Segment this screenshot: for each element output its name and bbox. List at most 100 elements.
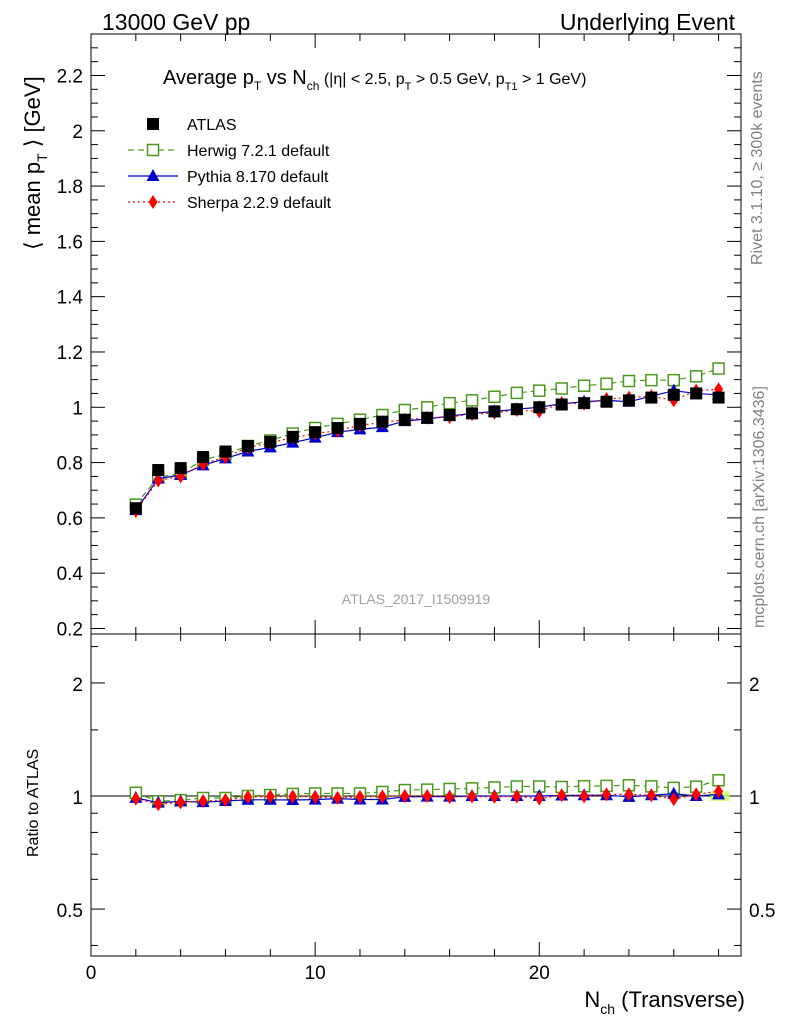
ratio-panel: 0.5 0.5 1 1 2 2 0 10 20 Ratio to ATLAS Nch (Tra… xyxy=(25,633,775,1017)
atlas-point xyxy=(622,394,635,407)
header-left: 13000 GeV pp xyxy=(102,9,250,35)
atlas-point xyxy=(376,415,389,428)
atlas-point xyxy=(353,417,366,430)
atlas-point xyxy=(241,439,254,452)
main-y-label: ⟨ mean pT ⟩ [GeV] xyxy=(20,76,50,250)
y-tick-label: 1.8 xyxy=(57,177,83,198)
herwig-point xyxy=(510,386,524,400)
sherpa-ratio-point xyxy=(624,787,634,802)
x-tick-label: 0 xyxy=(86,963,97,984)
ratio-x-axis: 0 10 20 xyxy=(86,634,720,984)
sherpa-ratio-point xyxy=(355,789,365,804)
herwig-line xyxy=(135,367,719,505)
sherpa-ratio-point xyxy=(176,795,186,810)
legend: ATLAS Herwig 7.2.1 default Pythia 8.170 de… xyxy=(128,117,332,212)
atlas-point xyxy=(309,426,322,439)
atlas-point xyxy=(667,388,680,401)
sherpa-ratio-point xyxy=(220,792,230,807)
atlas-point xyxy=(152,464,165,477)
sherpa-ratio-point xyxy=(243,789,253,804)
sherpa-ratio-point xyxy=(288,789,298,804)
herwig-point xyxy=(465,394,479,407)
atlas-point xyxy=(129,502,142,515)
sherpa-ratio-point xyxy=(602,787,612,802)
sherpa-ratio-point xyxy=(534,791,544,806)
atlas-point xyxy=(219,445,232,458)
legend-marker-herwig xyxy=(146,143,160,157)
atlas-point xyxy=(488,405,501,418)
atlas-point xyxy=(600,395,613,408)
main-y-axis: 0.2 0.4 0.6 0.8 1 1.2 1.4 1.6 1.8 2 2.2 xyxy=(57,47,741,640)
y-tick-label: 0.8 xyxy=(57,454,83,475)
atlas-point xyxy=(398,413,411,426)
herwig-point xyxy=(555,382,568,395)
sherpa-point xyxy=(153,473,163,488)
main-series xyxy=(129,362,726,518)
legend-label-atlas: ATLAS xyxy=(187,117,237,134)
y-tick-label: 1.6 xyxy=(57,232,83,253)
analysis-watermark: ATLAS_2017_I1509919 xyxy=(342,591,491,607)
main-x-ticks xyxy=(90,34,720,634)
herwig-point xyxy=(577,379,591,392)
legend-marker-pythia xyxy=(146,169,160,181)
ratio-y-tick-label-right: 1 xyxy=(749,788,760,809)
legend-label-herwig: Herwig 7.2.1 default xyxy=(187,143,330,160)
sherpa-ratio-point xyxy=(669,792,679,807)
ratio-y-label: Ratio to ATLAS xyxy=(25,749,42,857)
atlas-point xyxy=(555,398,568,411)
atlas-point xyxy=(533,401,546,414)
y-tick-label: 0.4 xyxy=(57,564,84,585)
herwig-point xyxy=(488,390,501,404)
atlas-point xyxy=(197,451,210,464)
herwig-ratio-point xyxy=(712,774,725,787)
ratio-frame xyxy=(90,633,742,957)
atlas-point xyxy=(264,435,277,448)
sherpa-ratio-point xyxy=(153,797,163,812)
legend-marker-sherpa xyxy=(148,195,158,209)
sherpa-ratio-point xyxy=(714,784,724,799)
atlas-point xyxy=(690,387,703,400)
chart-title: Average pT vs Nch (|η| < 2.5, pT > 0.5 G… xyxy=(163,67,586,93)
herwig-point xyxy=(533,384,546,397)
herwig-point xyxy=(712,362,725,375)
header-right: Underlying Event xyxy=(560,9,736,35)
ratio-y-tick-label-right: 0.5 xyxy=(749,901,775,922)
sherpa-ratio-point xyxy=(445,790,455,805)
atlas-point xyxy=(331,422,344,435)
herwig-point xyxy=(645,373,658,387)
herwig-point xyxy=(443,396,456,410)
atlas-point xyxy=(645,391,658,404)
atlas-point xyxy=(174,462,187,475)
sherpa-ratio-point xyxy=(310,789,320,804)
sherpa-ratio-point xyxy=(400,789,410,804)
sherpa-ratio-point xyxy=(265,789,275,804)
x-tick-label: 10 xyxy=(305,963,326,984)
legend-marker-atlas xyxy=(147,118,159,130)
ratio-y-tick-label: 1 xyxy=(72,788,83,809)
sherpa-ratio-point xyxy=(377,789,387,804)
sherpa-ratio-point xyxy=(646,788,656,803)
herwig-point xyxy=(689,370,703,383)
y-tick-label: 2.2 xyxy=(57,66,83,87)
ratio-y-tick-label: 0.5 xyxy=(57,901,83,922)
legend-label-pythia: Pythia 8.170 default xyxy=(187,169,329,186)
y-tick-label: 1.2 xyxy=(57,343,83,364)
sherpa-ratio-point xyxy=(467,789,477,804)
sherpa-ratio-point xyxy=(422,789,432,804)
ratio-y-tick-label: 2 xyxy=(72,675,83,696)
y-tick-label: 0.6 xyxy=(57,509,83,530)
mcplots-label: mcplots.cern.ch [arXiv:1306.3436] xyxy=(751,386,768,628)
atlas-point xyxy=(421,411,434,424)
herwig-point xyxy=(600,377,613,391)
x-axis-label: Nch (Transverse) xyxy=(584,987,745,1017)
atlas-point xyxy=(712,391,725,404)
ratio-y-tick-label-right: 2 xyxy=(749,675,760,696)
sherpa-ratio-point xyxy=(489,789,499,804)
sherpa-ratio-point xyxy=(198,793,208,808)
y-tick-label: 2 xyxy=(72,122,83,143)
y-tick-label: 1 xyxy=(72,398,83,419)
sherpa-ratio-point xyxy=(557,788,567,803)
sherpa-ratio-point xyxy=(131,791,141,806)
atlas-point xyxy=(510,403,523,416)
